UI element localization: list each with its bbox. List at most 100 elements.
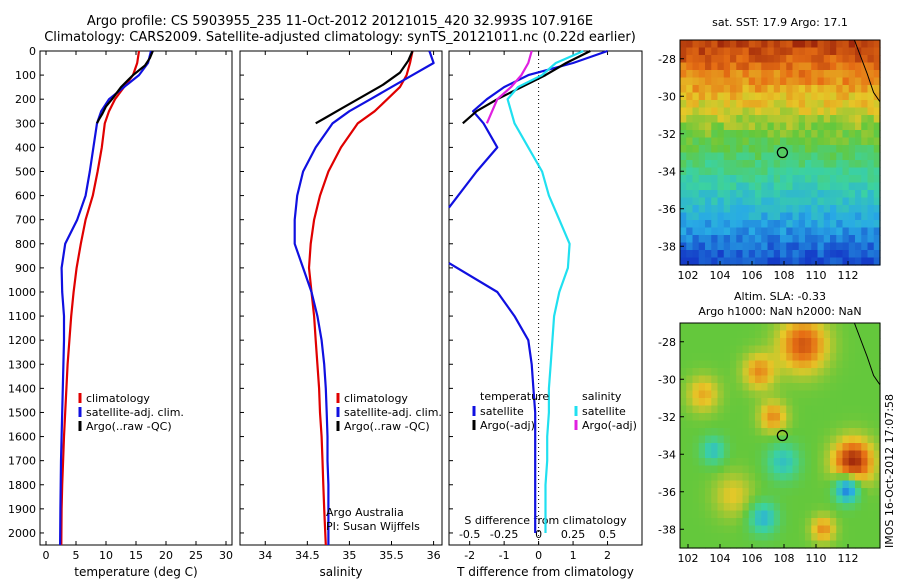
map-cell [761, 390, 769, 399]
map-cell [773, 450, 781, 459]
tdiff-xlabel: T difference from climatology [456, 565, 634, 579]
map-cell [680, 398, 687, 407]
map-cell [773, 345, 781, 354]
map-cell [755, 420, 762, 429]
depth-tick-label-16: 1600 [8, 431, 36, 444]
map-cell [723, 510, 731, 519]
map-cell [805, 398, 812, 407]
map-cell [786, 182, 794, 191]
map-cell [830, 242, 837, 251]
map-cell [811, 70, 819, 79]
map-cell [692, 450, 700, 459]
map-cell [742, 107, 750, 116]
map-cell [855, 435, 862, 444]
map-cell [686, 197, 694, 206]
map-cell [692, 413, 700, 422]
map-cell [848, 383, 856, 392]
map-cell [692, 122, 700, 131]
map-cell [686, 435, 694, 444]
map-cell [705, 533, 712, 542]
map-cell [767, 330, 775, 339]
map-cell [861, 257, 869, 266]
map-cell [842, 323, 850, 332]
map-cell [786, 145, 794, 154]
map-cell [798, 160, 806, 169]
map-cell [705, 540, 712, 549]
map-cell [855, 443, 862, 452]
map-cell [730, 47, 737, 56]
map-cell [780, 330, 787, 339]
map-cell [842, 540, 850, 549]
map-cell [817, 47, 825, 56]
map-cell [842, 115, 850, 124]
map-cell [817, 495, 825, 504]
map-cell [817, 390, 825, 399]
map-cell [786, 525, 794, 534]
map-cell [723, 77, 731, 86]
map-cell [848, 323, 856, 332]
map-cell [755, 175, 762, 184]
map-cell [817, 480, 825, 489]
map-cell [705, 518, 712, 527]
map-cell [767, 130, 775, 139]
map-cell [755, 47, 762, 56]
map-cell [767, 55, 775, 64]
map-cell [811, 435, 819, 444]
map-cell [823, 465, 831, 474]
map-cell [755, 323, 762, 332]
map-cell [792, 503, 800, 512]
map-cell [698, 167, 706, 176]
map-cell [773, 160, 781, 169]
map-cell [742, 488, 750, 497]
map-cell [805, 428, 812, 437]
map-cell [736, 405, 744, 414]
map-cell [817, 488, 825, 497]
map-cell [873, 100, 881, 109]
map-cell [717, 160, 725, 169]
map-cell [805, 235, 812, 244]
map-cell [742, 428, 750, 437]
map-cell [717, 130, 725, 139]
map-cell [767, 345, 775, 354]
map-cell [723, 197, 731, 206]
map-cell [742, 338, 750, 347]
map-cell [730, 330, 737, 339]
map-cell [798, 77, 806, 86]
map-cell [711, 510, 719, 519]
map-cell [742, 175, 750, 184]
map-cell [848, 115, 856, 124]
map-cell [842, 413, 850, 422]
map-cell [836, 360, 844, 369]
sdiff-tick-label-1: -0.25 [490, 528, 518, 541]
map-cell [867, 413, 875, 422]
map-cell [748, 450, 756, 459]
map-cell [767, 473, 775, 482]
map-cell [848, 390, 856, 399]
map-cell [705, 338, 712, 347]
map-cell [755, 212, 762, 221]
map-xtick-label-1-3: 108 [774, 269, 795, 282]
map-cell [705, 450, 712, 459]
map-cell [842, 510, 850, 519]
depth-tick-label-17: 1700 [8, 455, 36, 468]
map-cell [873, 398, 881, 407]
map-cell [742, 540, 750, 549]
map-cell [867, 435, 875, 444]
map-cell [792, 55, 800, 64]
map-cell [705, 227, 712, 236]
map-cell [867, 62, 875, 71]
map-cell [755, 235, 762, 244]
map-cell [861, 145, 869, 154]
map-cell [836, 205, 844, 214]
map-cell [811, 235, 819, 244]
map-cell [717, 338, 725, 347]
map-cell [842, 488, 850, 497]
map-cell [773, 458, 781, 467]
map-cell [780, 130, 787, 139]
map-cell [823, 182, 831, 191]
map-cell [723, 473, 731, 482]
map-cell [842, 390, 850, 399]
map-cell [717, 405, 725, 414]
map-cell [748, 368, 756, 377]
map-cell [686, 62, 694, 71]
